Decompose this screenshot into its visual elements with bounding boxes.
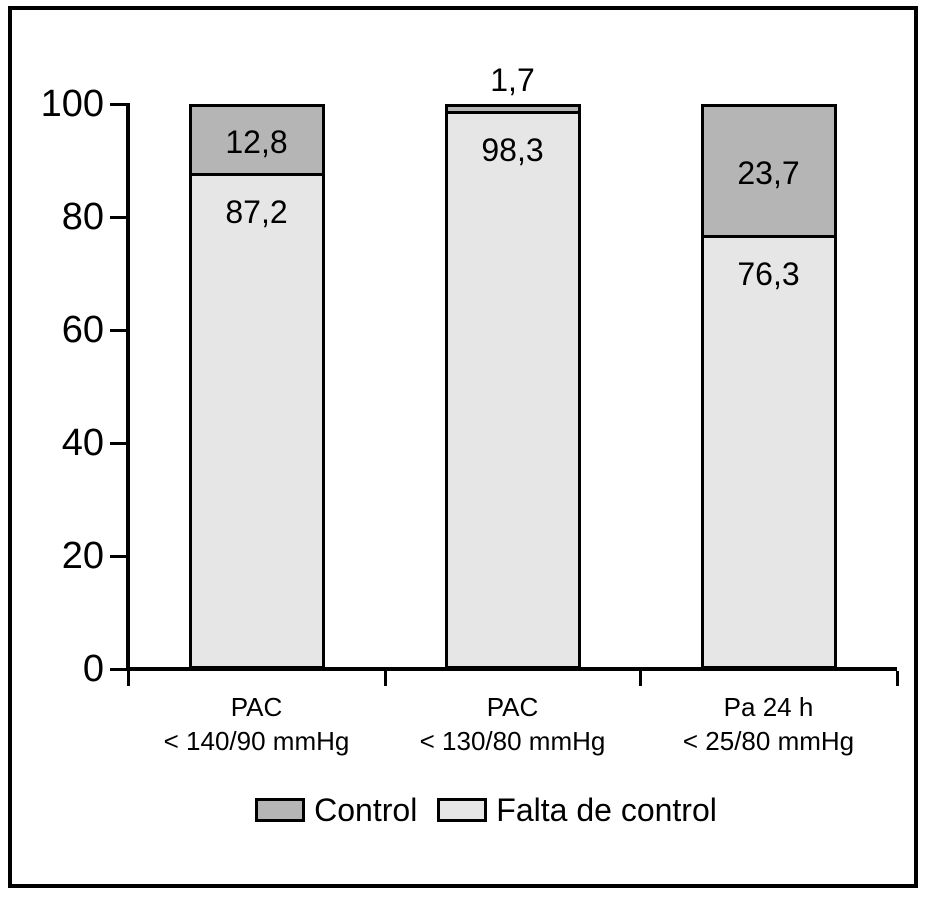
bar bbox=[444, 104, 581, 669]
legend-label: Control bbox=[314, 792, 418, 828]
y-tick bbox=[110, 441, 126, 445]
y-tick-label: 20 bbox=[61, 535, 104, 577]
bar-segment-control bbox=[703, 107, 834, 238]
category-label: Pa 24 h < 25/80 mmHg bbox=[619, 690, 919, 758]
y-tick bbox=[110, 215, 126, 219]
y-axis-line bbox=[126, 103, 130, 671]
x-tick bbox=[895, 671, 899, 686]
figure-frame-border bbox=[8, 6, 918, 888]
y-tick bbox=[110, 102, 126, 106]
control-value-label: 12,8 bbox=[225, 123, 288, 160]
legend-item: Control bbox=[255, 791, 417, 829]
y-tick bbox=[110, 328, 126, 332]
category-label-line: < 140/90 mmHg bbox=[163, 726, 350, 756]
category-label-line: < 25/80 mmHg bbox=[682, 726, 855, 756]
category-label: PAC < 140/90 mmHg bbox=[107, 690, 407, 758]
category-label: PAC < 130/80 mmHg bbox=[363, 690, 663, 758]
y-tick-label: 100 bbox=[40, 83, 104, 125]
falta-value-label: 98,3 bbox=[481, 132, 544, 168]
y-tick bbox=[110, 554, 126, 558]
legend-swatch-control bbox=[255, 798, 306, 822]
bar-segment-control bbox=[447, 107, 578, 114]
x-tick bbox=[383, 671, 387, 686]
control-value-label: 23,7 bbox=[737, 154, 800, 191]
category-label-line: PAC bbox=[486, 692, 539, 722]
control-value-label: 1,7 bbox=[490, 62, 535, 98]
y-tick-label: 0 bbox=[82, 648, 104, 690]
x-tick bbox=[126, 671, 130, 686]
category-label-line: Pa 24 h bbox=[723, 692, 814, 722]
legend-label: Falta de control bbox=[496, 792, 717, 828]
y-tick-label: 60 bbox=[61, 309, 104, 351]
bar-segment-control bbox=[191, 107, 322, 176]
y-tick-label: 40 bbox=[61, 422, 104, 464]
category-label-line: < 130/80 mmHg bbox=[419, 726, 606, 756]
y-tick-label: 80 bbox=[61, 196, 104, 238]
legend-swatch-falta-de-control bbox=[437, 798, 488, 822]
legend-item: Falta de control bbox=[437, 791, 717, 829]
x-axis-line bbox=[126, 667, 897, 671]
category-label-line: PAC bbox=[230, 692, 283, 722]
bar bbox=[700, 104, 837, 669]
bar bbox=[188, 104, 325, 669]
falta-value-label: 87,2 bbox=[225, 194, 288, 230]
chart-legend: Control Falta de control bbox=[0, 788, 926, 832]
falta-value-label: 76,3 bbox=[737, 256, 800, 292]
x-tick bbox=[638, 671, 642, 686]
y-tick bbox=[110, 667, 126, 671]
